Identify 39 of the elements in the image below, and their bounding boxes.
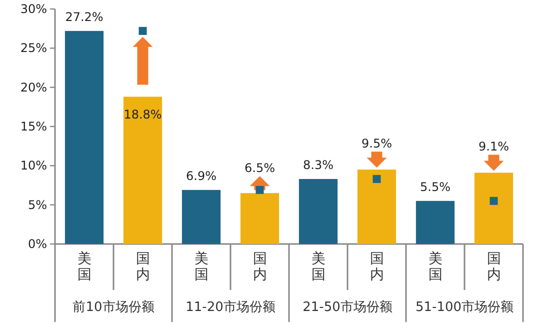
data-label: 18.8% (124, 108, 162, 122)
data-label: 9.1% (478, 140, 509, 154)
bar (298, 178, 338, 244)
x-tick-label: 国内 (252, 251, 267, 283)
text: 51-100市场份额 (415, 300, 514, 315)
y-tick-label: 30% (20, 2, 47, 16)
y-tick-label: 5% (28, 198, 47, 212)
text: 11-20市场份额 (186, 300, 276, 315)
bar (474, 172, 514, 244)
x-tick-label: 国内 (486, 251, 501, 283)
bar (240, 193, 280, 244)
x-tick-label: 国内 (370, 251, 384, 283)
data-label: 9.5% (362, 136, 392, 151)
bar (182, 190, 221, 244)
text: 前10市场份额 (72, 300, 154, 315)
point (138, 26, 147, 35)
y-tick-label: 25% (20, 41, 47, 56)
bar (64, 30, 104, 244)
x-tick-label: 美国 (428, 251, 442, 283)
x-tick-label: 美国 (194, 251, 208, 283)
data-label: 8.3% (303, 158, 334, 172)
point (372, 174, 381, 183)
data-label: 5.5% (420, 180, 450, 194)
y-tick-label: 10% (20, 158, 47, 173)
x-tick-label: 美国 (77, 251, 92, 283)
data-label: 6.5% (244, 161, 275, 176)
data-label: 27.2% (65, 10, 104, 24)
y-tick-label: 20% (20, 80, 47, 94)
text: 21-50市场份额 (302, 300, 392, 315)
bar (123, 96, 162, 244)
point (256, 186, 264, 194)
x-tick-label: 国内 (136, 251, 150, 283)
data-label: 6.9% (186, 168, 216, 183)
y-tick-label: 15% (20, 120, 47, 134)
bar (357, 170, 396, 244)
y-tick-label: 0% (28, 237, 47, 251)
point (490, 196, 498, 205)
x-tick-label: 美国 (311, 251, 326, 283)
bar (416, 200, 455, 244)
